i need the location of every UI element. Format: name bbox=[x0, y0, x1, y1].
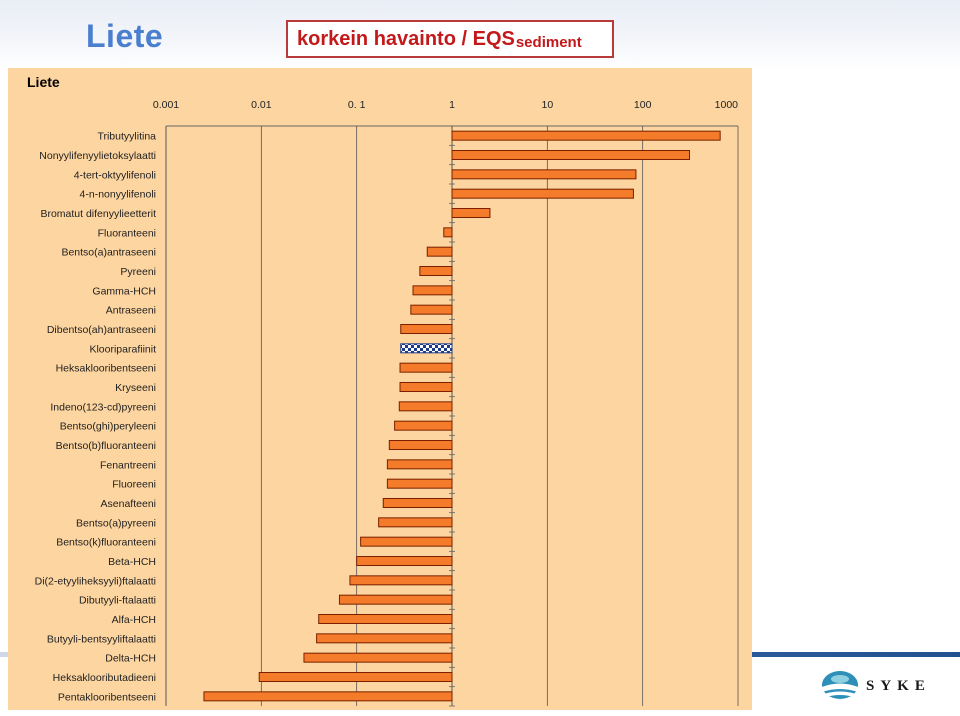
x-tick-label: 10 bbox=[541, 99, 553, 111]
bar bbox=[399, 362, 453, 373]
category-label: Kryseeni bbox=[115, 382, 156, 394]
x-tick-labels: 0.001 0.01 0. 1 1 10 100 1000 bbox=[153, 99, 738, 111]
category-label: Delta-HCH bbox=[105, 653, 156, 665]
subtitle-subscript: sediment bbox=[515, 33, 582, 51]
bar bbox=[451, 169, 637, 180]
bar bbox=[451, 130, 721, 141]
category-label: Heksaklooribentseeni bbox=[56, 363, 156, 375]
category-label: Bentso(k)fluoranteeni bbox=[56, 537, 156, 549]
category-label: Bentso(ghi)peryleeni bbox=[60, 421, 156, 433]
bar bbox=[419, 266, 453, 276]
subtitle-box: korkein havainto / EQS sediment bbox=[286, 20, 614, 58]
syke-logo-icon bbox=[822, 671, 858, 699]
bar bbox=[303, 652, 453, 663]
category-label: Antraseeni bbox=[106, 305, 156, 317]
x-tick-label: 0.01 bbox=[251, 99, 272, 111]
bar bbox=[258, 672, 453, 682]
category-label: Butyyli-bentsyyliftalaatti bbox=[47, 633, 156, 645]
bar bbox=[399, 382, 453, 392]
category-label: Bromatut difenyylieetterit bbox=[40, 208, 156, 220]
bar bbox=[378, 517, 453, 528]
bar bbox=[203, 691, 453, 702]
panel-label: Liete bbox=[27, 74, 60, 90]
x-tick-label: 0.001 bbox=[153, 99, 179, 111]
category-label: Dibentso(ah)antraseeni bbox=[47, 324, 156, 336]
x-tick-label: 100 bbox=[634, 99, 652, 111]
syke-logo-text: SYKE bbox=[866, 678, 931, 694]
category-label: Dibutyyli-ftalaatti bbox=[79, 595, 156, 607]
category-label: Gamma-HCH bbox=[92, 285, 156, 297]
x-tick-label: 0. 1 bbox=[348, 99, 366, 111]
bar bbox=[338, 594, 453, 605]
category-label: Fenantreeni bbox=[100, 459, 156, 471]
x-tick-label: 1 bbox=[449, 99, 455, 111]
bar bbox=[316, 633, 453, 644]
category-label: Fluoreeni bbox=[112, 479, 156, 491]
category-label: Di(2-etyyliheksyyli)ftalaatti bbox=[35, 575, 156, 587]
bar bbox=[400, 343, 453, 354]
bar bbox=[412, 285, 453, 296]
bar bbox=[410, 304, 453, 315]
category-label: 4-tert-oktyylifenoli bbox=[74, 169, 156, 181]
category-label: Bentso(b)fluoranteeni bbox=[56, 440, 156, 452]
bars bbox=[203, 130, 721, 702]
category-label: Asenafteeni bbox=[101, 498, 156, 510]
category-label: Indeno(123-cd)pyreeni bbox=[50, 401, 156, 413]
category-label: Fluoranteeni bbox=[98, 227, 156, 239]
bar bbox=[400, 324, 453, 334]
category-label: Nonyylifenyylietoksylaatti bbox=[39, 150, 156, 162]
bar bbox=[386, 459, 453, 470]
bar bbox=[382, 498, 453, 508]
category-label: Pentaklooribentseeni bbox=[58, 691, 156, 703]
category-label: Klooriparafiinit bbox=[89, 343, 156, 355]
page-title: Liete bbox=[86, 18, 164, 54]
bar bbox=[451, 150, 691, 160]
category-label: 4-n-nonyylifenoli bbox=[80, 189, 156, 201]
bar bbox=[356, 556, 453, 566]
bar bbox=[398, 401, 453, 412]
bar bbox=[318, 614, 453, 624]
bar bbox=[394, 420, 453, 431]
category-label: Tributyylitina bbox=[97, 131, 156, 143]
grid-lines bbox=[165, 125, 739, 707]
bar bbox=[388, 440, 453, 450]
subtitle-main: korkein havainto / EQS bbox=[297, 27, 515, 50]
category-label: Bentso(a)pyreeni bbox=[76, 517, 156, 529]
bar bbox=[426, 246, 453, 257]
bar bbox=[443, 227, 453, 238]
category-labels: Tributyylitina Nonyylifenyylietoksylaatti… bbox=[35, 131, 157, 704]
x-tick-label: 1000 bbox=[715, 99, 739, 111]
bar bbox=[386, 478, 453, 489]
bar bbox=[349, 575, 453, 586]
bar bbox=[451, 188, 634, 199]
category-label: Alfa-HCH bbox=[112, 614, 156, 626]
category-label: Bentso(a)antraseeni bbox=[61, 247, 156, 259]
bar bbox=[451, 208, 491, 218]
category-label: Beta-HCH bbox=[108, 556, 156, 568]
category-label: Heksaklooributadieeni bbox=[53, 672, 156, 684]
category-label: Pyreeni bbox=[120, 266, 156, 278]
bar bbox=[360, 536, 453, 547]
